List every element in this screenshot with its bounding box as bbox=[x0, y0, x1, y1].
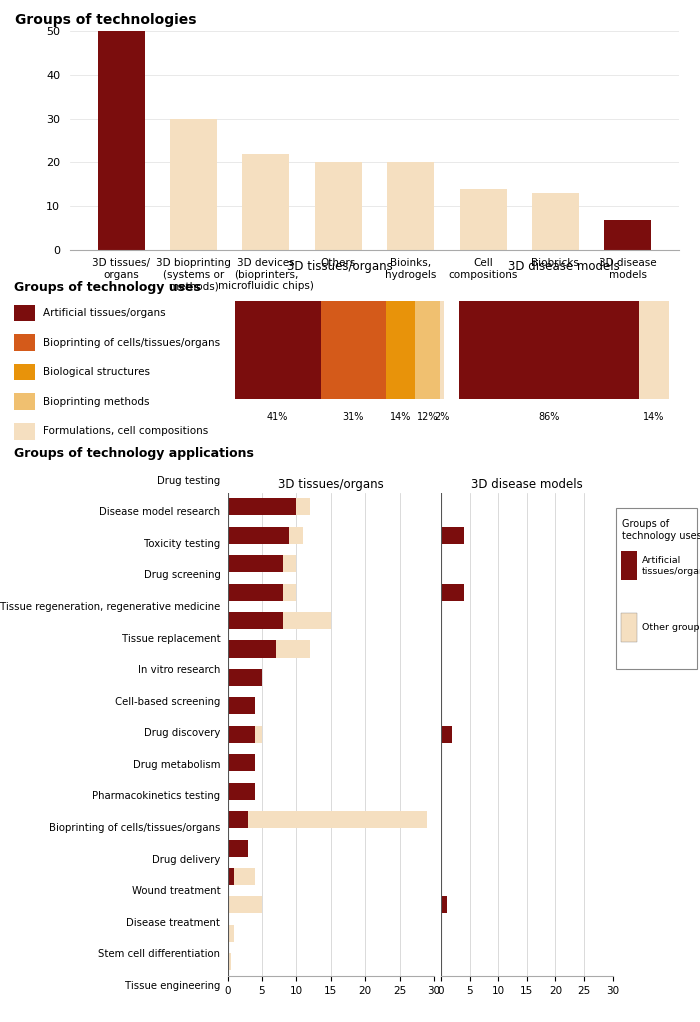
Bar bbox=[441, 726, 452, 743]
Text: Toxicity testing: Toxicity testing bbox=[144, 539, 220, 549]
Bar bbox=[228, 754, 255, 772]
Bar bbox=[283, 612, 330, 630]
Bar bbox=[228, 669, 262, 686]
Text: 3D tissues/organs: 3D tissues/organs bbox=[286, 260, 393, 273]
Bar bbox=[228, 783, 255, 799]
Text: 14%: 14% bbox=[390, 412, 411, 422]
Bar bbox=[14, 423, 35, 439]
Text: Groups of technology applications: Groups of technology applications bbox=[14, 448, 254, 460]
Text: Drug testing: Drug testing bbox=[158, 476, 220, 485]
Text: Artificial tissues/organs: Artificial tissues/organs bbox=[43, 308, 166, 318]
Bar bbox=[248, 811, 427, 828]
Bar bbox=[228, 612, 283, 630]
Text: Groups of technology uses: Groups of technology uses bbox=[14, 281, 201, 294]
Text: Bioprinting of cells/tissues/organs: Bioprinting of cells/tissues/organs bbox=[49, 823, 220, 833]
Text: Disease model research: Disease model research bbox=[99, 507, 220, 517]
Text: Tissue replacement: Tissue replacement bbox=[122, 634, 220, 644]
Bar bbox=[228, 839, 248, 856]
Title: 3D disease models: 3D disease models bbox=[471, 478, 582, 492]
Bar bbox=[387, 162, 434, 250]
Bar bbox=[290, 526, 303, 544]
Text: Other groups: Other groups bbox=[642, 622, 700, 632]
Bar bbox=[14, 364, 35, 380]
Text: Bioprinting methods: Bioprinting methods bbox=[43, 397, 150, 407]
Bar bbox=[459, 189, 507, 250]
Text: Drug metabolism: Drug metabolism bbox=[133, 759, 220, 770]
Bar bbox=[283, 555, 296, 572]
Text: Cell-based screening: Cell-based screening bbox=[115, 697, 220, 707]
Text: Groups of technologies: Groups of technologies bbox=[15, 12, 197, 27]
Bar bbox=[98, 31, 145, 250]
Text: Groups of
technology uses: Groups of technology uses bbox=[622, 519, 700, 541]
Bar bbox=[639, 301, 668, 400]
Bar bbox=[228, 868, 234, 885]
Bar bbox=[242, 153, 290, 250]
Bar bbox=[386, 301, 415, 400]
Bar bbox=[415, 301, 440, 400]
FancyBboxPatch shape bbox=[616, 508, 696, 668]
Text: Drug delivery: Drug delivery bbox=[152, 854, 220, 865]
Bar bbox=[621, 552, 637, 580]
Bar bbox=[296, 499, 310, 515]
Bar bbox=[228, 954, 231, 970]
Bar bbox=[621, 612, 637, 642]
Bar bbox=[458, 301, 639, 400]
Text: Bioprinting of cells/tissues/organs: Bioprinting of cells/tissues/organs bbox=[43, 337, 220, 347]
Text: 86%: 86% bbox=[538, 412, 559, 422]
Text: Formulations, cell compositions: Formulations, cell compositions bbox=[43, 426, 209, 436]
Text: In vitro research: In vitro research bbox=[138, 665, 220, 676]
Text: Drug discovery: Drug discovery bbox=[144, 729, 220, 738]
Text: Pharmacokinetics testing: Pharmacokinetics testing bbox=[92, 791, 220, 801]
Bar bbox=[283, 584, 296, 601]
Text: Disease treatment: Disease treatment bbox=[127, 918, 220, 928]
Bar bbox=[441, 526, 464, 544]
Bar bbox=[315, 162, 362, 250]
Text: 3D disease models: 3D disease models bbox=[508, 260, 620, 273]
Bar bbox=[441, 584, 464, 601]
Bar bbox=[321, 301, 386, 400]
Text: 12%: 12% bbox=[417, 412, 438, 422]
Text: Tissue regeneration, regenerative medicine: Tissue regeneration, regenerative medici… bbox=[0, 602, 220, 612]
Bar bbox=[532, 193, 579, 250]
Bar bbox=[14, 334, 35, 351]
Bar bbox=[170, 119, 217, 250]
Text: 41%: 41% bbox=[267, 412, 288, 422]
Text: 2%: 2% bbox=[435, 412, 450, 422]
Bar bbox=[604, 220, 651, 250]
Text: Wound treatment: Wound treatment bbox=[132, 886, 220, 896]
Bar bbox=[234, 868, 255, 885]
Bar bbox=[228, 584, 283, 601]
Bar bbox=[228, 555, 283, 572]
Bar bbox=[441, 896, 447, 914]
Text: 31%: 31% bbox=[342, 412, 364, 422]
Bar bbox=[228, 499, 296, 515]
Bar bbox=[228, 896, 262, 914]
Title: 3D tissues/organs: 3D tissues/organs bbox=[278, 478, 384, 492]
Bar bbox=[14, 305, 35, 322]
Bar bbox=[228, 726, 255, 743]
Bar bbox=[440, 301, 444, 400]
Bar bbox=[228, 641, 276, 657]
Bar bbox=[228, 811, 248, 828]
Bar bbox=[14, 393, 35, 410]
Bar bbox=[228, 925, 234, 942]
Text: Drug screening: Drug screening bbox=[144, 570, 220, 580]
Text: Tissue engineering: Tissue engineering bbox=[125, 981, 220, 990]
Text: Artificial
tissues/organs: Artificial tissues/organs bbox=[642, 556, 700, 575]
Text: 14%: 14% bbox=[643, 412, 664, 422]
Bar bbox=[228, 526, 290, 544]
Bar bbox=[255, 726, 262, 743]
Text: Biological structures: Biological structures bbox=[43, 367, 150, 377]
Bar bbox=[228, 697, 255, 714]
Bar bbox=[276, 641, 310, 657]
Bar bbox=[234, 301, 321, 400]
Text: Stem cell differentiation: Stem cell differentiation bbox=[99, 949, 220, 960]
